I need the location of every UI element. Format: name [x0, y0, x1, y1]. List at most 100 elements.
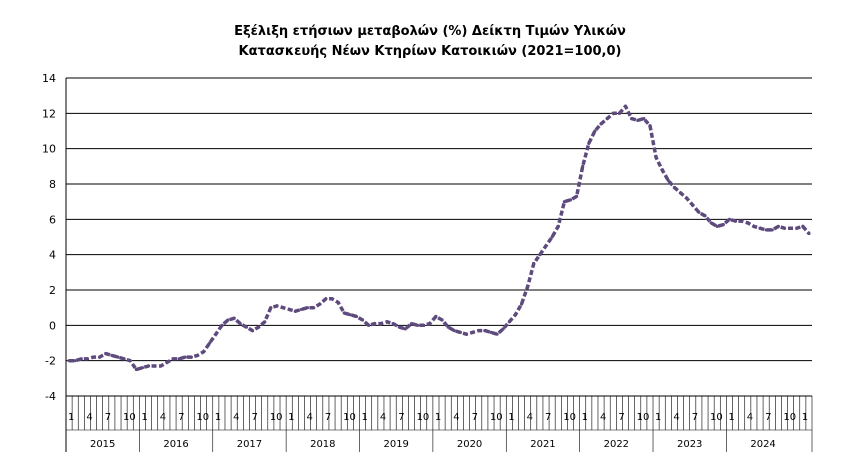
data-point: [177, 357, 181, 361]
data-point: [581, 164, 585, 168]
x-month-label: 4: [380, 412, 386, 423]
x-month-label: 7: [765, 412, 771, 423]
y-tick-label: -4: [45, 390, 56, 403]
data-point: [312, 306, 316, 310]
data-point: [593, 129, 597, 133]
x-month-label: 1: [582, 412, 588, 423]
data-point: [672, 185, 677, 190]
data-point: [128, 359, 132, 363]
x-year-label: 2022: [604, 439, 629, 450]
x-month-label: 1: [141, 412, 147, 423]
x-month-label: 4: [306, 412, 312, 423]
data-point: [550, 235, 554, 239]
x-month-label: 7: [178, 412, 184, 423]
data-point: [257, 325, 261, 329]
data-point: [110, 353, 114, 357]
y-tick-label: 10: [42, 143, 56, 156]
x-month-label: 7: [325, 412, 331, 423]
data-point: [189, 355, 193, 359]
data-point: [795, 226, 799, 230]
x-month-label: 10: [563, 412, 576, 423]
data-point: [660, 168, 664, 172]
data-point: [116, 355, 120, 359]
data-point: [299, 307, 304, 312]
data-point: [367, 323, 371, 327]
data-point: [740, 219, 744, 223]
data-point: [764, 228, 768, 232]
x-month-label: 4: [600, 412, 606, 423]
x-month-label: 1: [655, 412, 661, 423]
x-year-label: 2016: [163, 439, 188, 450]
data-point: [477, 329, 481, 333]
data-point: [446, 325, 450, 329]
data-point: [385, 320, 389, 324]
data-point: [232, 316, 236, 320]
x-month-label: 1: [362, 412, 368, 423]
x-year-label: 2024: [750, 439, 775, 450]
data-point: [556, 224, 560, 228]
data-point: [238, 321, 242, 326]
x-month-label: 4: [527, 412, 533, 423]
data-point: [697, 210, 701, 214]
data-point: [691, 203, 695, 207]
data-point: [140, 366, 145, 370]
y-tick-label: 2: [49, 284, 56, 297]
data-point: [617, 111, 621, 115]
data-point: [305, 306, 310, 310]
x-month-label: 4: [747, 412, 753, 423]
x-month-label: 10: [343, 412, 356, 423]
series-line: [69, 104, 811, 372]
y-tick-label: 6: [49, 213, 56, 226]
y-tick-label: 14: [42, 72, 56, 85]
data-point: [336, 300, 340, 304]
data-point: [709, 221, 713, 225]
data-point: [746, 221, 750, 225]
x-month-label: 10: [490, 412, 503, 423]
data-point: [244, 325, 248, 329]
x-month-label: 10: [196, 412, 209, 423]
data-point: [250, 329, 255, 333]
data-point: [721, 223, 725, 227]
data-point: [91, 355, 96, 359]
x-year-label: 2015: [90, 439, 115, 450]
data-point: [538, 253, 542, 257]
data-point: [685, 196, 689, 200]
data-point: [507, 320, 511, 324]
x-month-label: 10: [783, 412, 796, 423]
data-point: [654, 155, 658, 160]
data-point: [220, 323, 224, 327]
y-tick-label: -2: [45, 355, 56, 368]
data-point: [67, 359, 71, 363]
x-month-label: 10: [637, 412, 650, 423]
data-point: [397, 325, 401, 329]
x-month-label: 4: [673, 412, 679, 423]
data-point: [599, 122, 603, 126]
data-point: [605, 117, 609, 121]
data-point: [360, 318, 365, 322]
x-month-label: 1: [215, 412, 221, 423]
x-year-label: 2019: [383, 439, 408, 450]
data-point: [642, 117, 646, 121]
data-point: [458, 330, 463, 334]
x-month-label: 7: [692, 412, 698, 423]
data-point: [348, 313, 352, 317]
data-point: [422, 323, 426, 327]
data-point: [678, 191, 683, 195]
data-point: [630, 117, 634, 121]
x-month-label: 1: [728, 412, 734, 423]
data-point: [574, 194, 579, 198]
data-point: [452, 329, 456, 333]
data-point: [354, 314, 359, 319]
data-point: [195, 353, 200, 357]
x-year-label: 2021: [530, 439, 555, 450]
x-month-label: 1: [802, 412, 808, 423]
data-point: [727, 217, 732, 221]
data-point: [159, 364, 163, 368]
data-point: [440, 318, 444, 322]
data-point: [788, 226, 793, 230]
data-point: [648, 124, 652, 128]
x-month-label: 4: [453, 412, 459, 423]
x-month-label: 7: [105, 412, 111, 423]
